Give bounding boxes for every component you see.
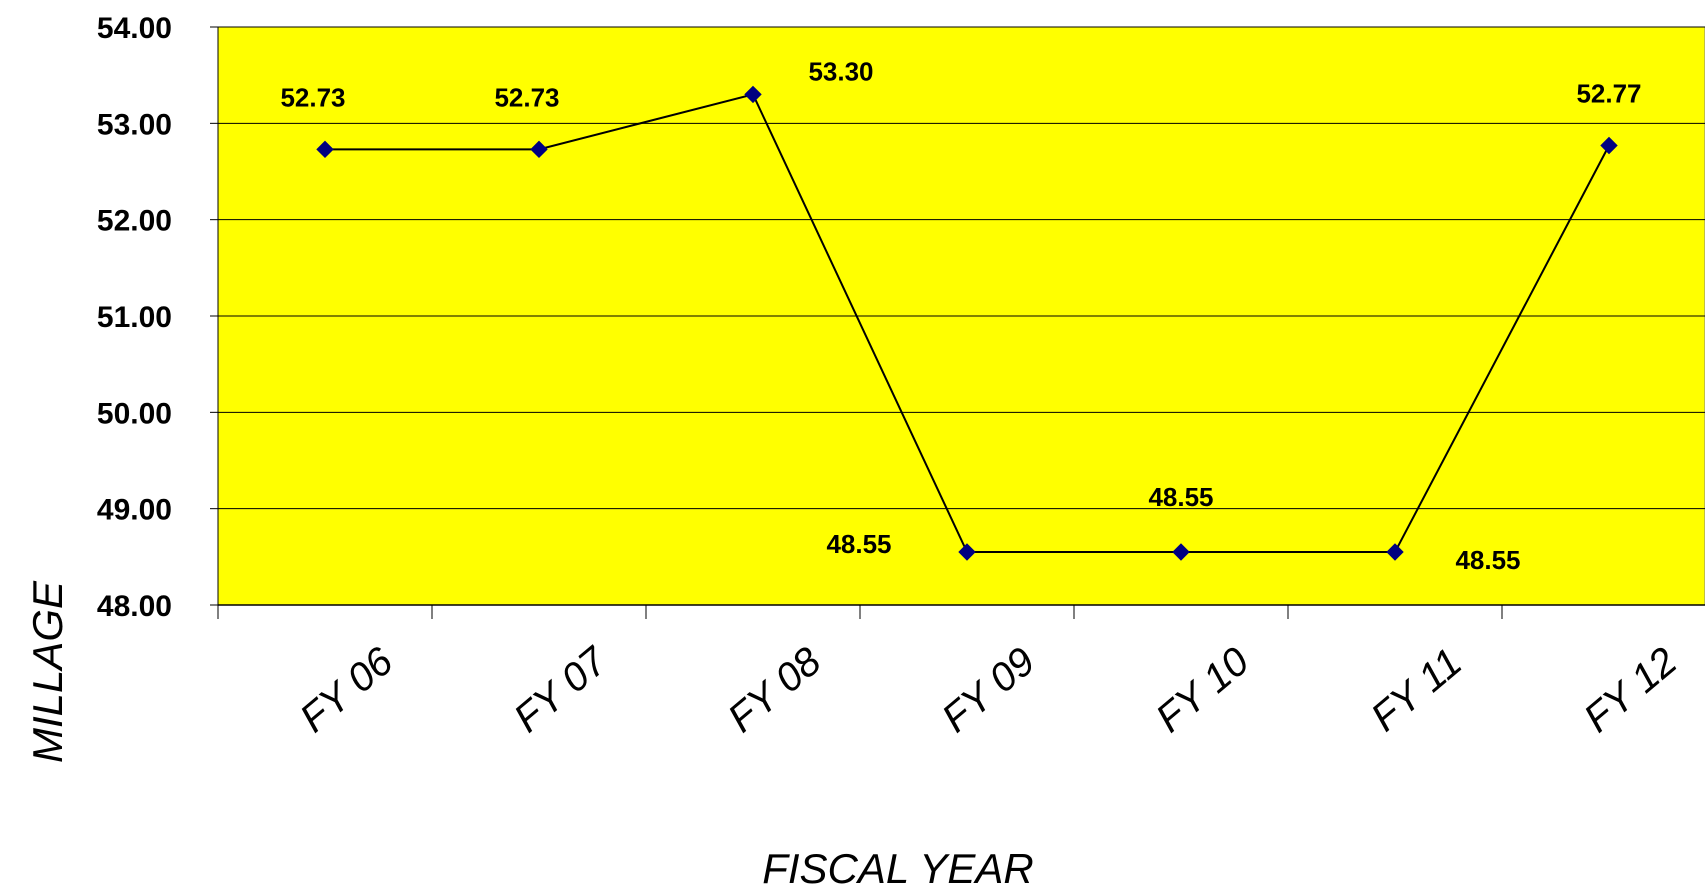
data-point-marker [958, 543, 976, 561]
data-point-marker [1172, 543, 1190, 561]
data-label: 48.55 [1148, 482, 1213, 512]
x-axis-tick-labels: FY 06 FY 07 FY 08 FY 09 FY 10 FY 11 FY 12 [292, 638, 1685, 741]
data-label: 52.73 [280, 82, 345, 112]
data-point-marker [530, 140, 548, 159]
data-label: 48.55 [1455, 545, 1520, 575]
x-tick-label: FY 08 [720, 639, 830, 741]
data-point-marker [1600, 136, 1618, 155]
data-label: 53.30 [808, 56, 873, 86]
x-tick-label: FY 12 [1576, 639, 1685, 741]
data-point-marker [316, 140, 334, 159]
data-label: 52.73 [494, 82, 559, 112]
y-tick-label: 48.00 [97, 590, 172, 623]
y-tick-label: 53.00 [97, 108, 172, 141]
y-tick-label: 50.00 [97, 397, 172, 430]
x-tick-label: FY 07 [506, 638, 617, 741]
data-label: 52.77 [1576, 78, 1641, 108]
x-tick-label: FY 10 [1148, 639, 1257, 741]
y-axis-title: MILLAGE [24, 580, 71, 763]
x-tick-label: FY 09 [934, 639, 1043, 741]
y-tick-label: 51.00 [97, 301, 172, 334]
y-tick-label: 52.00 [97, 205, 172, 238]
y-axis-ticks: 54.00 53.00 52.00 51.00 50.00 49.00 48.00 [97, 12, 218, 623]
x-axis-title: FISCAL YEAR [762, 845, 1034, 891]
x-tick-label: FY 11 [1363, 640, 1470, 740]
data-point-marker [1386, 543, 1404, 561]
data-labels: 52.73 52.73 53.30 48.55 48.55 48.55 52.77 [280, 56, 1641, 575]
y-tick-label: 49.00 [97, 494, 172, 527]
x-axis [217, 27, 1705, 619]
x-tick-label: FY 06 [292, 639, 402, 741]
data-label: 48.55 [826, 529, 891, 559]
data-markers [316, 85, 1618, 561]
y-tick-label: 54.00 [97, 12, 172, 45]
data-point-marker [744, 85, 762, 104]
